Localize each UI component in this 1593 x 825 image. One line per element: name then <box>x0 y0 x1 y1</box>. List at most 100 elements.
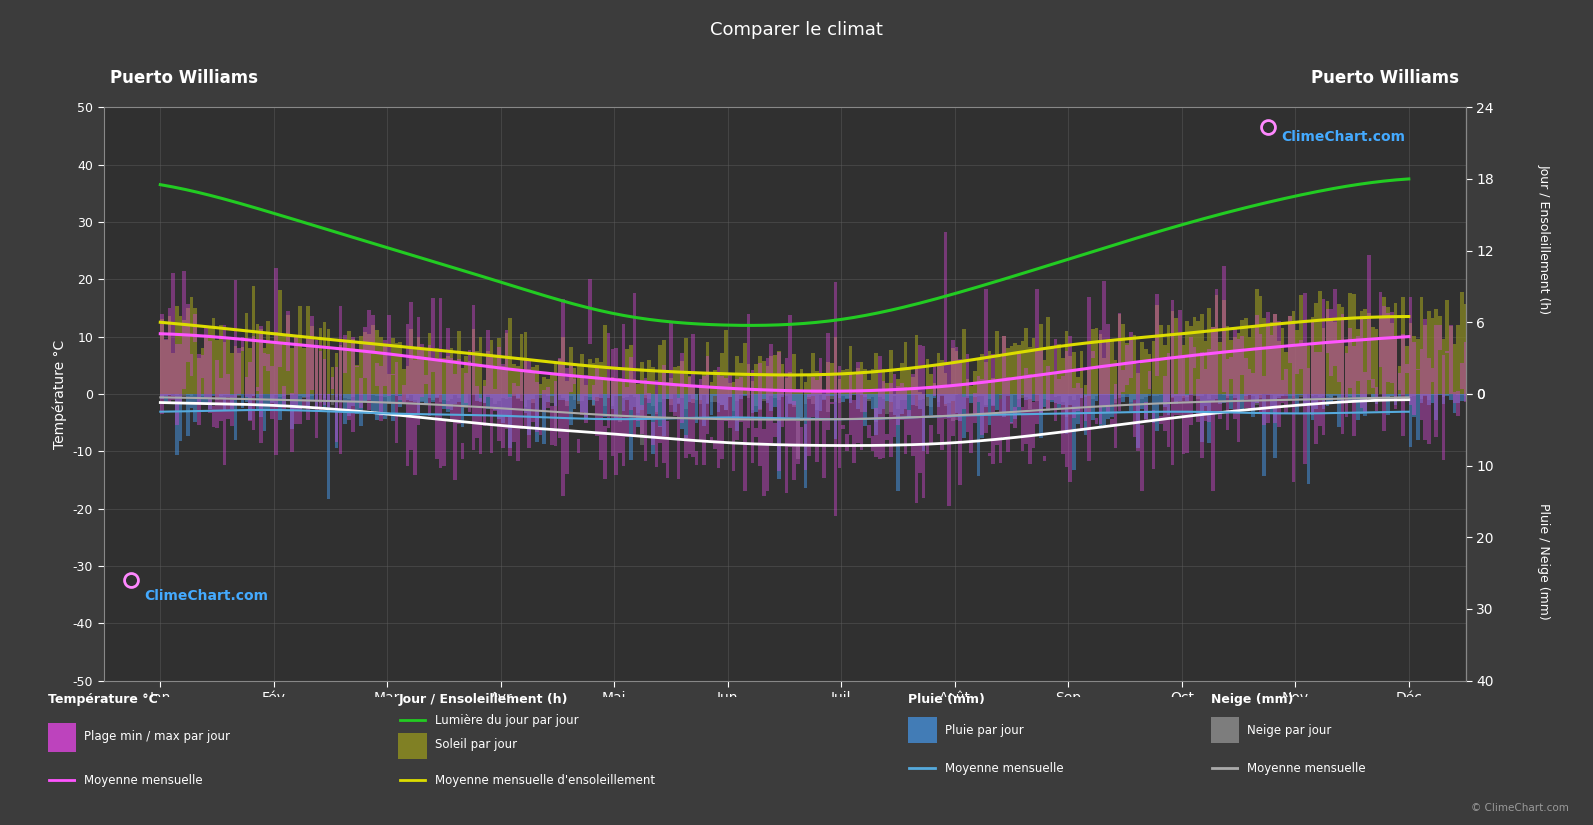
Bar <box>1481 394 1486 397</box>
Bar <box>390 394 395 395</box>
Bar <box>610 349 615 455</box>
Bar <box>739 394 742 398</box>
Bar <box>1333 394 1337 395</box>
Bar <box>1325 301 1329 394</box>
Bar <box>596 358 599 394</box>
Bar <box>384 394 387 397</box>
Bar <box>263 347 266 394</box>
Bar <box>1397 394 1402 395</box>
Bar <box>1311 317 1314 394</box>
Bar <box>335 394 338 448</box>
Bar <box>306 337 311 420</box>
Text: Jour / Ensoleillement (h): Jour / Ensoleillement (h) <box>1537 164 1550 314</box>
Bar <box>703 376 706 465</box>
Bar <box>1072 394 1075 470</box>
Bar <box>914 394 918 395</box>
Bar <box>1489 334 1493 450</box>
Bar <box>1225 394 1230 396</box>
Bar <box>1413 336 1416 394</box>
Bar <box>212 394 215 396</box>
Text: Moyenne mensuelle: Moyenne mensuelle <box>945 761 1063 775</box>
Bar <box>1344 394 1348 398</box>
Bar <box>1027 347 1032 394</box>
Bar <box>962 329 965 394</box>
Bar <box>287 311 290 370</box>
Bar <box>636 384 640 394</box>
Bar <box>432 359 435 394</box>
Bar <box>878 356 881 460</box>
Bar <box>728 375 731 428</box>
Bar <box>988 394 991 425</box>
Bar <box>1064 351 1069 467</box>
Bar <box>460 368 464 394</box>
Bar <box>1416 394 1419 395</box>
Bar <box>996 394 999 410</box>
Bar <box>1091 394 1094 398</box>
Bar <box>677 394 680 404</box>
Bar <box>172 394 175 396</box>
Bar <box>446 394 449 412</box>
Bar <box>252 336 255 431</box>
Bar <box>311 394 314 401</box>
Bar <box>849 394 852 398</box>
Bar <box>903 342 906 394</box>
Bar <box>929 394 933 407</box>
Bar <box>554 380 558 446</box>
Bar <box>943 232 948 419</box>
Bar <box>1258 296 1262 394</box>
Bar <box>406 394 409 400</box>
Bar <box>1255 289 1258 394</box>
Bar <box>841 426 844 429</box>
Bar <box>1114 394 1117 399</box>
Bar <box>327 394 330 407</box>
Bar <box>1442 355 1445 460</box>
Bar <box>618 394 621 396</box>
Bar <box>827 394 830 412</box>
Bar <box>683 394 688 438</box>
Bar <box>449 394 452 398</box>
Bar <box>1035 351 1039 394</box>
Bar <box>830 363 833 394</box>
Bar <box>781 374 784 427</box>
Bar <box>914 394 918 406</box>
Bar <box>1050 348 1053 394</box>
Bar <box>636 394 640 427</box>
Bar <box>376 330 379 394</box>
Bar <box>1281 394 1284 396</box>
Bar <box>1094 394 1099 396</box>
Bar <box>1281 394 1284 396</box>
Bar <box>632 394 636 408</box>
Bar <box>298 407 303 423</box>
Bar <box>1386 308 1389 394</box>
Bar <box>1039 349 1043 412</box>
Bar <box>327 394 330 395</box>
Bar <box>379 337 382 394</box>
Bar <box>1204 370 1207 422</box>
Bar <box>1445 394 1450 396</box>
Text: Pluie par jour: Pluie par jour <box>945 724 1023 737</box>
Bar <box>691 386 695 394</box>
Bar <box>266 394 271 408</box>
Bar <box>800 394 803 422</box>
Bar <box>1341 394 1344 395</box>
Bar <box>943 394 948 404</box>
Bar <box>736 394 739 401</box>
Bar <box>443 358 446 394</box>
Bar <box>698 380 703 440</box>
Bar <box>167 316 172 394</box>
Bar <box>161 394 164 397</box>
Bar <box>911 394 914 406</box>
Bar <box>1337 394 1341 398</box>
Bar <box>287 394 290 395</box>
Bar <box>1110 394 1114 395</box>
Bar <box>1024 394 1027 400</box>
Bar <box>758 394 761 409</box>
Bar <box>644 379 647 461</box>
Bar <box>218 394 223 398</box>
Bar <box>1394 338 1397 408</box>
Bar <box>640 394 644 410</box>
Bar <box>1427 394 1431 405</box>
Bar <box>855 394 860 408</box>
Bar <box>819 374 822 394</box>
Bar <box>999 399 1002 464</box>
